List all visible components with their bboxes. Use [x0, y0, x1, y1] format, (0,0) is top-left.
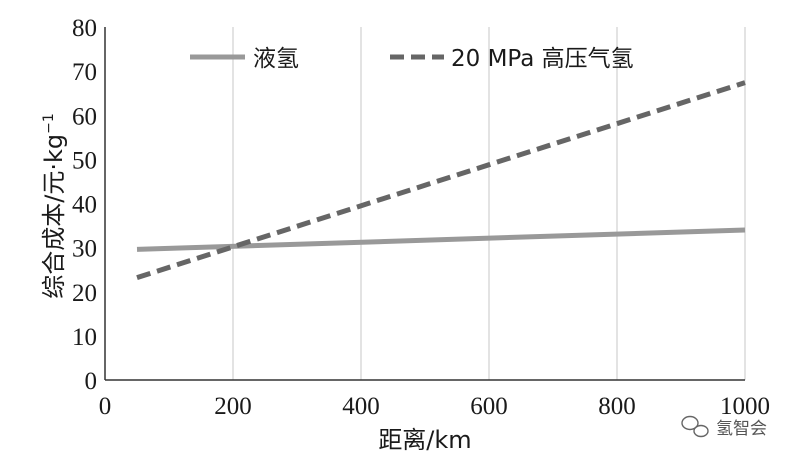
y-tick-label: 40 — [72, 192, 97, 219]
x-tick-label: 400 — [342, 393, 380, 420]
x-tick-label: 600 — [470, 393, 508, 420]
x-tick-label: 1000 — [720, 393, 770, 420]
watermark-text: 氢智会 — [716, 419, 767, 439]
y-axis-title-superscript: −1 — [41, 113, 57, 134]
series-line-gas-hydrogen — [136, 80, 746, 281]
legend: 液氢 20 MPa 高压气氢 — [190, 46, 634, 72]
y-tick-label: 20 — [72, 280, 97, 307]
x-tick-label: 0 — [99, 393, 112, 420]
y-tick-label: 30 — [72, 236, 97, 263]
legend-label-gas-hydrogen: 20 MPa 高压气氢 — [451, 46, 634, 72]
y-tick-label: 70 — [72, 59, 97, 86]
y-tick-label: 50 — [72, 147, 97, 174]
y-axis-title: 综合成本/元·kg−1 — [40, 113, 68, 299]
x-tick-label: 200 — [214, 393, 252, 420]
y-tick-label: 10 — [72, 324, 97, 351]
tick-labels: 0 200 400 600 800 1000 0 10 20 30 40 50 60 70 80 — [72, 15, 770, 420]
y-tick-label: 80 — [72, 15, 97, 42]
y-axis-title-text: 综合成本/元·kg — [40, 134, 68, 299]
x-tick-label: 800 — [598, 393, 636, 420]
y-tick-label: 0 — [85, 368, 98, 395]
wechat-icon — [681, 415, 709, 438]
watermark: 氢智会 — [681, 415, 767, 439]
axes — [104, 27, 745, 381]
x-axis-title: 距离/km — [378, 426, 471, 454]
series — [136, 80, 746, 281]
legend-label-liquid-hydrogen: 液氢 — [253, 46, 299, 72]
y-tick-label: 60 — [72, 103, 97, 130]
grid — [232, 27, 746, 380]
